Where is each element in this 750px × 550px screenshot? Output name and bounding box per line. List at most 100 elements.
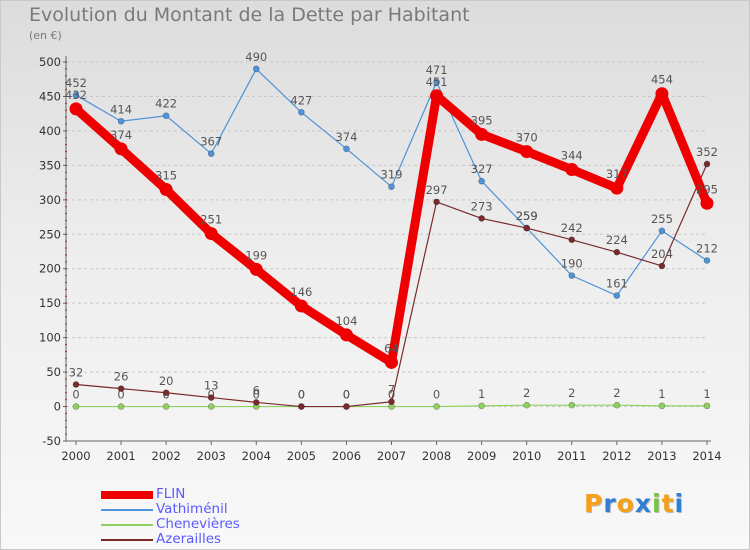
legend-label: Vathiménil bbox=[156, 501, 228, 517]
legend-label: FLIN bbox=[156, 486, 186, 502]
data-label-vathimenil: 414 bbox=[110, 102, 132, 116]
data-label-chenevieres: 0 bbox=[117, 388, 124, 402]
data-label-azerailles: 204 bbox=[651, 247, 673, 261]
y-tick-label: 500 bbox=[39, 55, 61, 69]
x-tick-label: 2008 bbox=[422, 449, 451, 463]
data-point-azerailles bbox=[117, 385, 125, 392]
data-point-flin bbox=[114, 142, 128, 156]
data-point-azerailles bbox=[252, 399, 260, 406]
data-point-vathimenil bbox=[613, 292, 621, 299]
data-label-chenevieres: 2 bbox=[568, 386, 575, 400]
data-label-vathimenil: 212 bbox=[696, 241, 718, 255]
logo-letter: r bbox=[603, 489, 617, 518]
x-tick-label: 2003 bbox=[197, 449, 226, 463]
data-point-chenevieres bbox=[478, 402, 485, 410]
logo-letter: x bbox=[634, 489, 652, 518]
x-tick-label: 2009 bbox=[467, 449, 496, 463]
data-label-flin: 295 bbox=[696, 182, 718, 196]
data-point-flin bbox=[204, 227, 218, 241]
x-tick-label: 2014 bbox=[692, 449, 721, 463]
x-tick-label: 2006 bbox=[332, 449, 361, 463]
data-point-vathimenil bbox=[703, 257, 711, 264]
data-point-flin bbox=[430, 89, 444, 103]
data-label-flin: 199 bbox=[245, 248, 267, 262]
data-point-flin bbox=[249, 262, 263, 276]
data-label-flin: 374 bbox=[110, 128, 132, 142]
y-tick-label: 0 bbox=[54, 400, 61, 414]
data-label-azerailles: 0 bbox=[298, 388, 305, 402]
data-point-vathimenil bbox=[298, 109, 305, 116]
data-label-flin: 370 bbox=[516, 131, 538, 145]
legend-swatch bbox=[101, 491, 153, 499]
data-label-vathimenil: 490 bbox=[245, 50, 267, 64]
x-tick-label: 2001 bbox=[106, 449, 135, 463]
data-label-flin: 315 bbox=[155, 168, 177, 182]
data-label-azerailles: 224 bbox=[606, 233, 628, 247]
data-label-flin: 432 bbox=[65, 88, 87, 102]
data-label-vathimenil: 452 bbox=[65, 76, 87, 90]
data-point-azerailles bbox=[162, 389, 170, 397]
logo-letter: t bbox=[661, 489, 675, 518]
logo-letter: i bbox=[674, 489, 685, 518]
data-point-flin bbox=[69, 102, 83, 116]
data-label-vathimenil: 427 bbox=[290, 93, 312, 107]
data-label-flin: 64 bbox=[384, 341, 399, 355]
data-point-chenevieres bbox=[433, 403, 440, 410]
chart-unit: (en €) bbox=[29, 29, 62, 42]
data-point-flin bbox=[700, 196, 714, 210]
data-point-chenevieres bbox=[703, 402, 711, 410]
legend-swatch bbox=[101, 539, 153, 541]
data-point-azerailles bbox=[523, 224, 531, 232]
x-tick-label: 2013 bbox=[647, 449, 676, 463]
data-label-flin: 344 bbox=[561, 148, 583, 162]
data-point-flin bbox=[610, 181, 624, 195]
data-label-azerailles: 26 bbox=[114, 370, 129, 384]
data-point-azerailles bbox=[207, 394, 215, 401]
x-tick-label: 2012 bbox=[602, 449, 631, 463]
data-point-vathimenil bbox=[568, 272, 576, 279]
x-tick-label: 2000 bbox=[61, 449, 90, 463]
data-label-chenevieres: 1 bbox=[703, 387, 710, 401]
y-tick-label: 300 bbox=[39, 193, 61, 207]
data-label-vathimenil: 259 bbox=[516, 209, 538, 223]
y-tick-label: 150 bbox=[39, 296, 61, 310]
data-label-azerailles: 297 bbox=[426, 183, 448, 197]
data-point-chenevieres bbox=[613, 401, 621, 409]
data-point-vathimenil bbox=[207, 150, 215, 157]
data-label-flin: 451 bbox=[426, 75, 448, 89]
data-point-vathimenil bbox=[478, 177, 485, 185]
data-label-vathimenil: 319 bbox=[381, 168, 403, 182]
data-label-vathimenil: 190 bbox=[561, 257, 583, 271]
data-point-azerailles bbox=[658, 262, 666, 270]
data-point-vathimenil bbox=[388, 183, 395, 191]
data-point-vathimenil bbox=[433, 78, 440, 86]
data-point-flin bbox=[475, 127, 489, 141]
logo-letter: i bbox=[652, 489, 662, 518]
data-point-vathimenil bbox=[117, 117, 125, 125]
y-tick-label: 100 bbox=[39, 331, 61, 345]
data-label-chenevieres: 2 bbox=[523, 386, 530, 400]
chart-title: Evolution du Montant de la Dette par Hab… bbox=[29, 4, 470, 26]
legend-label: Azerailles bbox=[156, 531, 222, 547]
data-label-azerailles: 352 bbox=[696, 145, 718, 159]
data-label-chenevieres: 0 bbox=[343, 388, 350, 402]
data-label-vathimenil: 367 bbox=[200, 135, 222, 149]
data-label-azerailles: 7 bbox=[388, 383, 395, 397]
data-label-chenevieres: 1 bbox=[658, 387, 665, 401]
x-tick-label: 2011 bbox=[557, 449, 586, 463]
y-tick-label: 200 bbox=[39, 262, 61, 276]
data-point-flin bbox=[565, 162, 579, 176]
data-label-chenevieres: 0 bbox=[253, 388, 260, 402]
data-label-flin: 146 bbox=[290, 285, 312, 299]
data-point-chenevieres bbox=[523, 401, 531, 409]
data-label-chenevieres: 0 bbox=[72, 388, 79, 402]
data-label-vathimenil: 422 bbox=[155, 97, 177, 111]
data-point-chenevieres bbox=[117, 403, 125, 410]
data-label-flin: 317 bbox=[606, 167, 628, 181]
data-label-azerailles: 242 bbox=[561, 221, 583, 235]
data-point-flin bbox=[294, 299, 308, 313]
data-label-azerailles: 0 bbox=[343, 388, 350, 402]
x-tick-label: 2002 bbox=[152, 449, 181, 463]
data-label-azerailles: 273 bbox=[471, 199, 493, 213]
